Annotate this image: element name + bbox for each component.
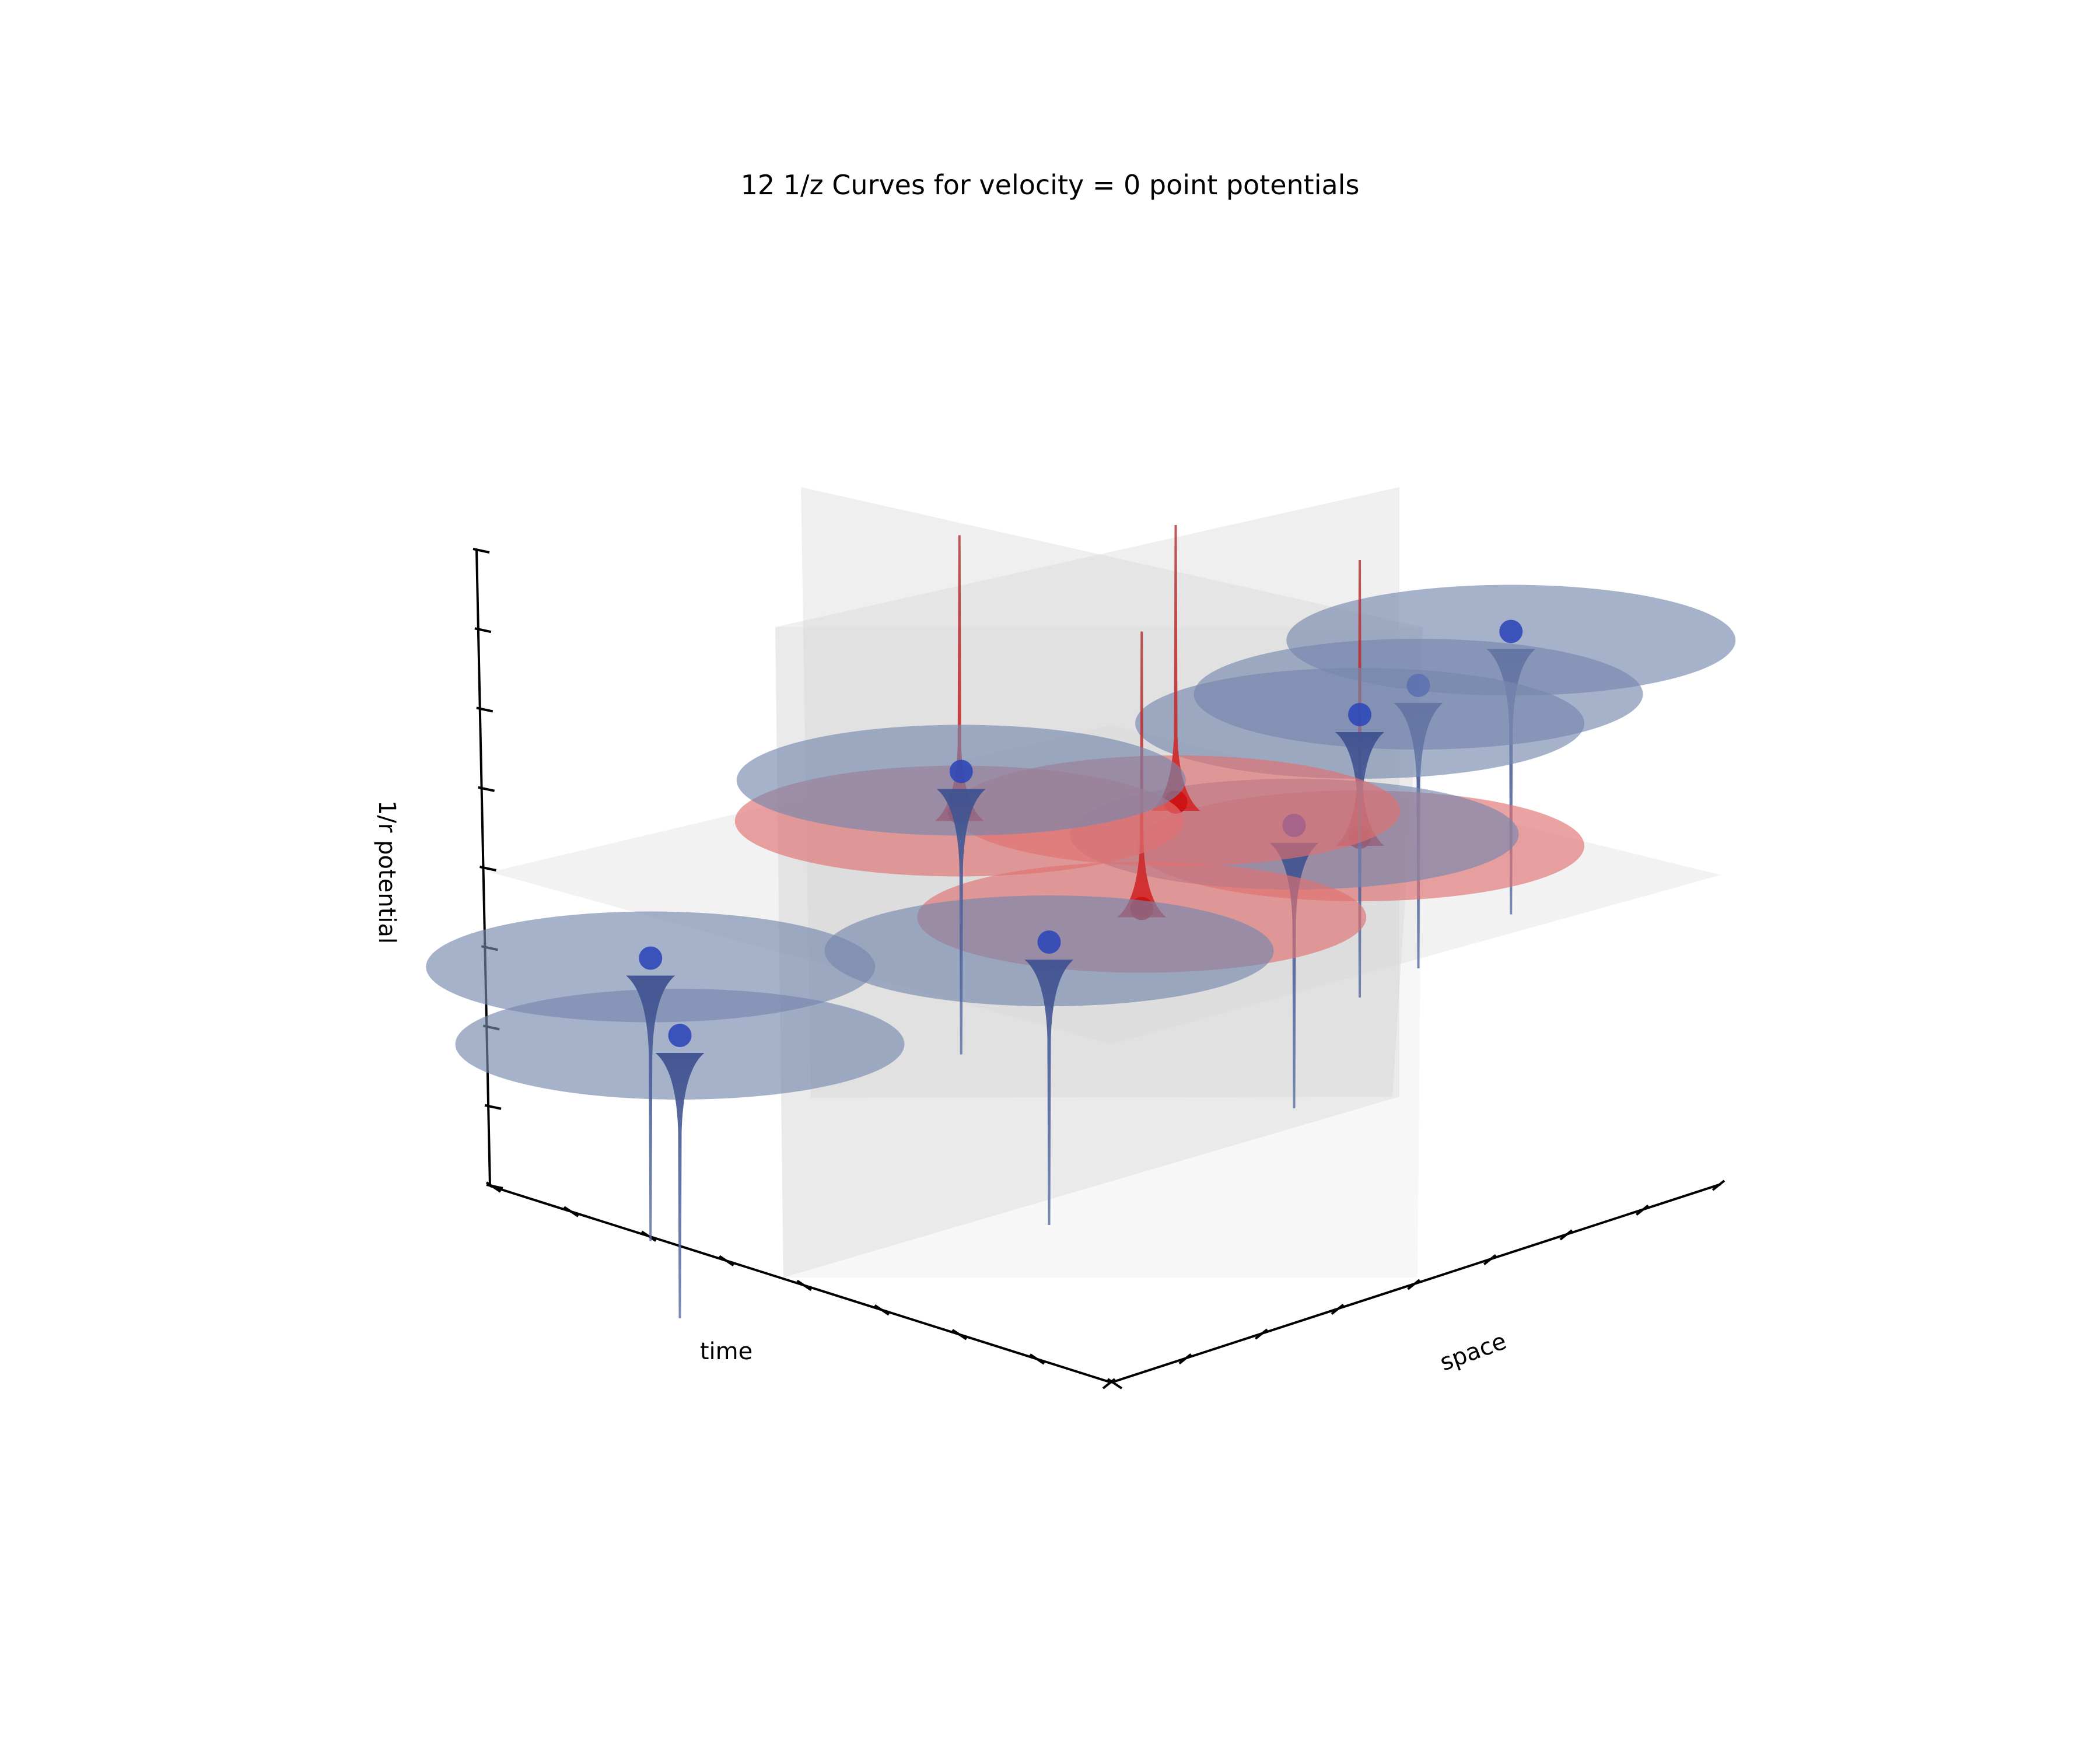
potential-spike [1024, 960, 1074, 1225]
potential-curves [426, 525, 1736, 1318]
charge-marker [1348, 703, 1371, 726]
axes [473, 548, 1726, 1390]
time-axis-ticks [485, 1181, 1123, 1390]
space-tick [1407, 1279, 1420, 1290]
z-axis-label: 1/r potential [373, 800, 400, 944]
space-tick [1712, 1180, 1726, 1191]
space-tick [1255, 1328, 1268, 1340]
time-tick [796, 1279, 812, 1292]
charge-marker [949, 760, 973, 783]
potential-spike [1151, 525, 1200, 811]
charge-marker [639, 946, 663, 970]
time-tick [641, 1230, 657, 1242]
charge-marker [668, 1024, 692, 1047]
space-tick [1331, 1303, 1345, 1315]
potential-spike [655, 1053, 705, 1318]
x-axis-label: time [700, 1338, 752, 1365]
space-axis-ticks [1102, 1180, 1726, 1390]
negative-potential [736, 724, 1186, 1055]
potential-spike [1486, 649, 1536, 915]
y-axis-label: space [1437, 1328, 1510, 1376]
time-tick [1029, 1353, 1045, 1365]
z-tick [476, 706, 494, 713]
space-tick [1483, 1254, 1497, 1266]
negative-potential [426, 911, 876, 1241]
time-tick [564, 1206, 579, 1217]
time-tick [1107, 1378, 1123, 1390]
space-tick [1102, 1378, 1116, 1390]
chart-title: 12 1/z Curves for velocity = 0 point pot… [740, 169, 1360, 201]
z-tick [474, 627, 492, 634]
potential-spike [1269, 843, 1319, 1108]
potential-spike [626, 975, 676, 1241]
z-tick [480, 866, 496, 872]
time-tick [874, 1304, 890, 1316]
time-tick [719, 1255, 734, 1267]
negative-potential [824, 895, 1274, 1225]
charge-marker [1037, 930, 1061, 954]
z-tick [473, 548, 490, 554]
potential-spike [936, 789, 986, 1055]
potential-spike [935, 535, 984, 821]
charge-marker [1499, 620, 1523, 643]
space-tick [1559, 1229, 1573, 1241]
space-tick [1636, 1204, 1649, 1216]
z-tick [478, 786, 495, 792]
time-tick [951, 1329, 967, 1340]
space-tick [1178, 1353, 1192, 1365]
z-tick [484, 1104, 502, 1110]
time-tick [485, 1181, 502, 1193]
